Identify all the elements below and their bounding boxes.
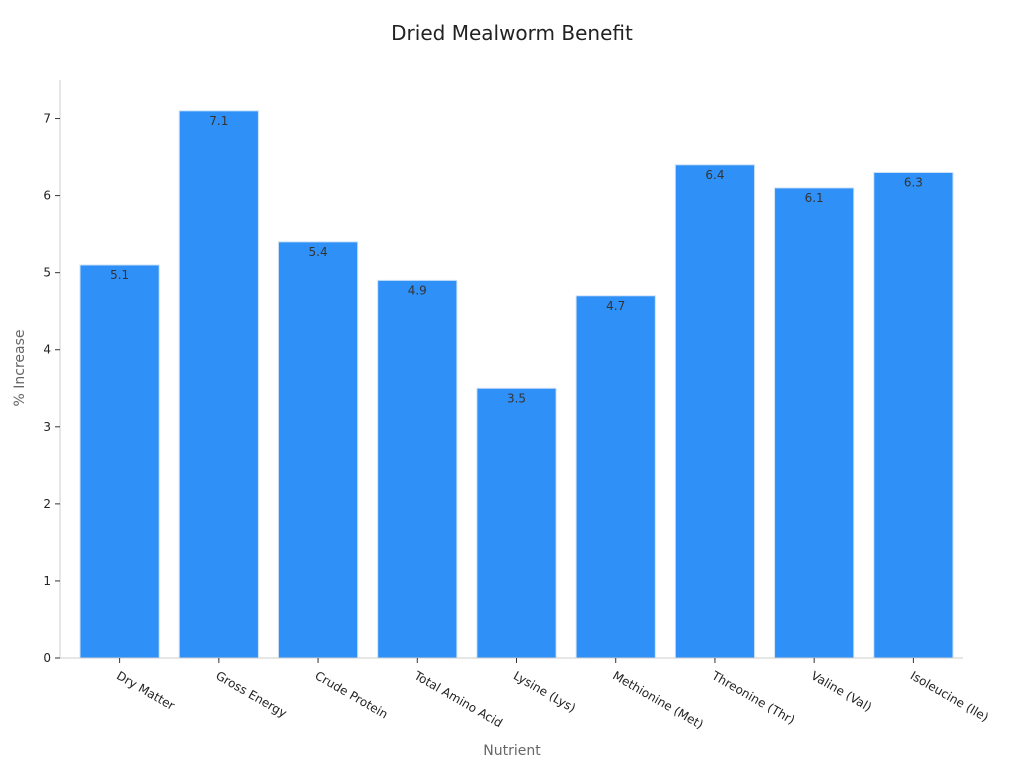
x-axis-label: Nutrient — [483, 743, 541, 759]
x-tick-label: Gross Energy — [213, 668, 289, 720]
y-tick-label: 2 — [43, 497, 51, 511]
bar-value-label: 6.1 — [805, 191, 824, 205]
bar-value-label: 5.4 — [309, 245, 328, 259]
bar-value-label: 6.4 — [705, 168, 724, 182]
bar — [476, 387, 557, 659]
x-tick-label: Crude Protein — [313, 668, 391, 721]
x-ticks: Dry Matter Gross Energy Crude Protein Total… — [114, 658, 991, 732]
y-tick-label: 6 — [43, 189, 51, 203]
x-tick-label: Threonine (Thr) — [709, 668, 798, 727]
bar — [79, 264, 160, 659]
x-tick-label: Methionine (Met) — [610, 668, 706, 731]
bar-value-label: 3.5 — [507, 391, 526, 405]
y-tick-label: 4 — [43, 343, 51, 357]
x-tick-label: Valine (Val) — [809, 668, 874, 714]
x-tick-label: Dry Matter — [114, 668, 177, 712]
bar — [774, 187, 855, 659]
bar-value-label: 5.1 — [110, 268, 129, 282]
bar — [873, 171, 954, 659]
bar — [277, 241, 359, 659]
y-tick-label: 0 — [43, 651, 51, 665]
bar — [377, 279, 458, 659]
x-tick-label: Isoleucine (Ile) — [908, 668, 991, 724]
bar-value-label: 4.7 — [606, 299, 625, 313]
bar-value-label: 6.3 — [904, 175, 923, 189]
bar — [178, 110, 259, 659]
y-tick-label: 5 — [43, 266, 51, 280]
chart-title: Dried Mealworm Benefit — [391, 21, 633, 45]
bar-value-label: 7.1 — [209, 114, 228, 128]
y-tick-label: 3 — [43, 420, 51, 434]
bar — [575, 295, 656, 659]
data-labels-layer: 5.1 7.1 5.4 4.9 3.5 4.7 6.4 6.1 6.3 — [110, 114, 923, 405]
y-tick-label: 7 — [43, 112, 51, 126]
bar — [674, 164, 756, 659]
y-axis-label: % Increase — [12, 330, 28, 407]
y-tick-label: 1 — [43, 574, 51, 588]
x-tick-label: Lysine (Lys) — [511, 668, 578, 715]
x-tick-label: Total Amino Acid — [411, 668, 505, 730]
y-ticks: 0 1 2 3 4 5 6 7 — [43, 112, 60, 665]
bars-layer — [79, 110, 954, 659]
bar-value-label: 4.9 — [408, 283, 427, 297]
